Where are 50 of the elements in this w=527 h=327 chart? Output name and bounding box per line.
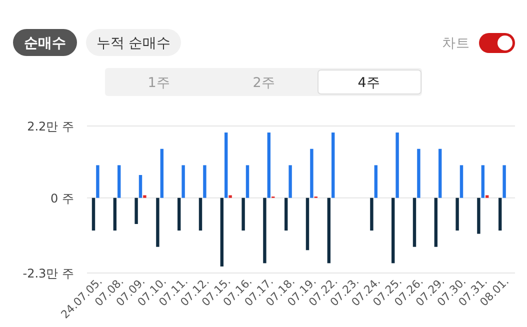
y-tick-label: -2.3만 주 bbox=[22, 266, 74, 280]
text: 1주 bbox=[148, 75, 170, 91]
y-tick-label: 0 주 bbox=[50, 191, 74, 206]
bar bbox=[160, 148, 164, 198]
bar bbox=[134, 198, 138, 224]
bar bbox=[417, 148, 420, 198]
bar bbox=[310, 148, 314, 198]
bar bbox=[306, 198, 310, 250]
bar bbox=[143, 195, 146, 198]
bar bbox=[203, 165, 206, 198]
bar bbox=[502, 165, 506, 198]
text: 누적 순매수 bbox=[96, 36, 171, 52]
bar bbox=[118, 165, 121, 198]
bar bbox=[220, 198, 224, 266]
text: 2주 bbox=[252, 75, 276, 91]
bar bbox=[327, 198, 330, 264]
bar bbox=[486, 195, 489, 198]
bar bbox=[481, 165, 484, 198]
bar bbox=[246, 165, 250, 198]
bar bbox=[96, 165, 100, 198]
bar bbox=[438, 148, 442, 198]
text: 차트 bbox=[442, 36, 470, 52]
bar bbox=[396, 132, 399, 198]
bar bbox=[182, 165, 185, 198]
bar bbox=[92, 198, 96, 231]
text: 4주 bbox=[358, 75, 380, 91]
bar bbox=[498, 198, 502, 231]
text: 순매수 bbox=[24, 36, 66, 52]
bar bbox=[370, 198, 374, 231]
bar bbox=[332, 132, 335, 198]
bar bbox=[477, 198, 480, 234]
bar bbox=[434, 198, 438, 247]
bar bbox=[460, 165, 464, 198]
bar bbox=[456, 198, 459, 231]
bar bbox=[288, 165, 292, 198]
bar bbox=[263, 198, 266, 264]
bar bbox=[156, 198, 160, 247]
bar bbox=[412, 198, 416, 247]
y-tick-label: 2.2만 주 bbox=[27, 120, 74, 134]
bar bbox=[224, 132, 228, 198]
bar bbox=[284, 198, 288, 231]
bar bbox=[267, 132, 270, 198]
bar bbox=[242, 198, 245, 231]
bar bbox=[228, 195, 232, 198]
bar bbox=[138, 175, 142, 198]
bar bbox=[113, 198, 116, 231]
bar bbox=[198, 198, 202, 231]
bar bbox=[392, 198, 395, 264]
bar bbox=[374, 165, 378, 198]
bar bbox=[178, 198, 181, 231]
